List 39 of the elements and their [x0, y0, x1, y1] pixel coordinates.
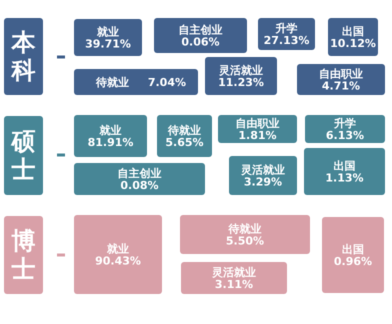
data-label: 4.71% [322, 80, 360, 92]
data-label: 27.13% [264, 34, 310, 47]
data-label: 81.91% [88, 136, 134, 149]
category-label: 升学 [333, 117, 356, 130]
category-label: 出国 [342, 243, 364, 256]
data-label: 11.23% [218, 76, 264, 89]
category-label: 自由职业 [319, 68, 363, 80]
data-label: 3.29% [244, 176, 282, 188]
category-label: 出国 [334, 160, 356, 172]
category-label: 灵活就业 [211, 266, 256, 279]
data-label: 6.13% [326, 129, 364, 142]
text: 本科 [10, 28, 36, 84]
data-label: 39.71% [85, 38, 131, 50]
text: 硕士 [10, 128, 36, 184]
text: 博士 [10, 227, 36, 283]
data-label: 7.04% [148, 76, 186, 89]
category-label: 自主创业 [118, 167, 162, 180]
category-label: 灵活就业 [240, 164, 285, 176]
data-label: 0.06% [181, 36, 220, 48]
data-label: 0.96% [334, 255, 372, 268]
category-label: 就业 [106, 242, 129, 256]
category-label: 升学 [274, 22, 298, 35]
data-label: 5.50% [226, 234, 264, 248]
data-label: 0.08% [120, 179, 159, 192]
category-label: 就业 [96, 26, 119, 38]
category-label: 就业 [98, 124, 122, 137]
category-label: 自主创业 [178, 24, 222, 36]
category-label: 灵活就业 [218, 64, 263, 77]
category-label: 待就业 [95, 76, 129, 89]
category-label: 待就业 [167, 124, 201, 137]
data-label: 1.81% [238, 129, 277, 142]
category-label: 自由职业 [236, 117, 280, 130]
data-label: 5.65% [165, 136, 204, 149]
data-label: 1.13% [325, 172, 364, 184]
data-label: 10.12% [330, 37, 376, 50]
category-label: 出国 [342, 25, 364, 38]
category-label: 待就业 [228, 222, 262, 236]
data-label: 3.11% [214, 278, 254, 291]
data-label: 90.43% [95, 254, 141, 268]
